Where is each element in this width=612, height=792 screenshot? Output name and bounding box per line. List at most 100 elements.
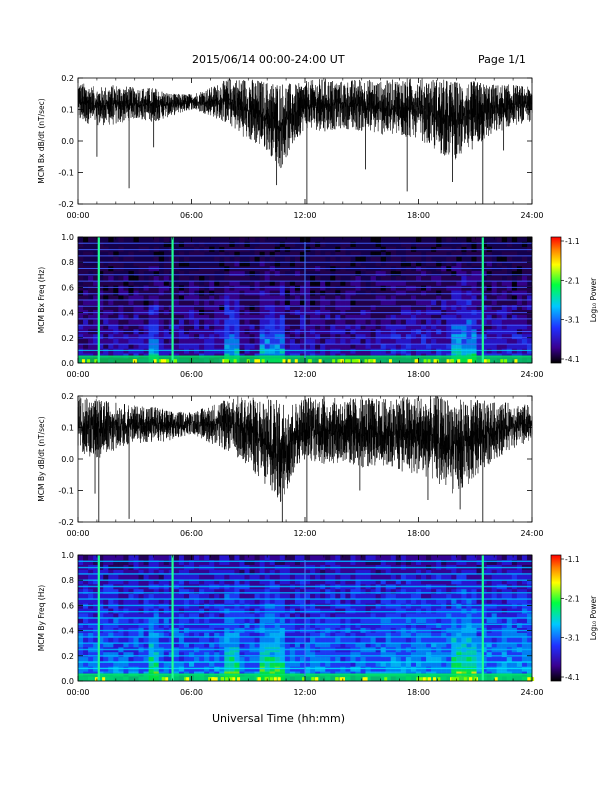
spectrogram-cell [269,270,276,277]
spectrogram-cell [521,304,528,310]
spectrogram-cell [526,555,533,561]
spectrogram-cell [279,574,286,580]
spectrogram-cell [521,280,528,286]
spectrogram-cell [451,656,457,662]
spectrogram-cell [274,642,281,648]
spectrogram-cell [108,319,114,325]
spectrogram-cell [204,343,210,349]
spectrogram-cell [405,338,412,344]
spectrogram-cell [481,637,487,643]
spectrogram-cell [395,261,402,267]
spectrogram-cell [113,343,119,349]
spectrogram-cell [446,285,452,291]
spectrogram-cell [330,651,336,658]
low-frequency-burst [384,677,388,681]
spectrogram-cell [113,632,119,638]
spectrogram-cell [204,270,210,277]
spectrogram-cell [219,574,225,580]
spectrogram-cell [143,588,149,595]
spectrogram-cell [93,285,99,291]
low-frequency-burst [345,359,349,363]
spectrogram-cell [405,280,412,286]
spectrogram-cell [188,300,195,306]
spectrogram-cell [405,319,412,325]
spectrogram-cell [108,324,114,330]
spectrogram-cell [259,618,265,624]
spectrogram-cell [395,569,402,575]
spectrogram-cell [98,574,104,580]
spectrogram-cell [214,622,220,628]
spectrogram-cell [123,275,129,281]
spectrogram-cell [405,261,412,267]
spectrogram-cell [451,613,457,619]
low-frequency-burst [161,677,165,681]
spectrogram-cell [204,622,210,628]
spectrogram-cell [158,280,165,286]
spectrogram-cell [103,632,109,638]
spectrogram-cell [289,319,296,325]
spectrogram-cell [330,608,336,614]
spectrogram-cell [365,314,371,320]
spectrogram-cell [254,285,260,291]
spectrogram-cell [325,608,331,614]
spectrogram-cell [496,304,503,310]
spectrogram-cell [98,270,104,277]
spectrogram-cell [431,295,437,301]
spectrogram-cell [325,304,331,310]
spectrogram-cell [320,241,326,247]
spectrogram-cell [340,579,346,585]
spectrogram-cell [103,651,109,658]
spectrogram-cell [405,593,412,599]
spectrogram-cell [405,613,412,619]
spectrogram-cell [299,588,306,595]
spectrogram-cell [380,618,387,624]
spectrogram-cell [380,656,387,662]
spectrogram-cell [385,579,392,585]
spectrogram-cell [289,261,296,267]
spectrogram-cell [98,280,104,286]
spectrogram-cell [204,559,210,565]
spectrogram-cell [264,569,270,575]
spectrogram-cell [194,348,200,354]
spectrogram-cell [113,324,119,330]
spectrogram-cell [93,280,99,286]
spectrogram-cell [254,256,260,262]
spectrogram-cell [496,261,503,267]
spectrogram-cell [224,348,230,354]
spectrogram-cell [355,588,361,595]
spectrogram-cell [325,642,331,648]
spectrogram-cell [183,261,190,267]
spectrogram-cell [214,613,220,619]
spectrogram-cell [456,574,462,580]
spectrogram-cell [259,333,265,340]
spectrogram-cell [163,338,170,344]
spectrogram-cell [315,559,321,565]
spectrogram-cell [395,632,402,638]
spectrogram-cell [209,343,215,349]
spectrogram-cell [481,324,487,330]
spectrogram-cell [239,285,245,291]
spectrogram-cell [259,290,265,296]
spectrogram-cell [501,314,508,320]
spectrogram-cell [244,613,250,619]
spectrogram-cell [375,333,381,340]
spectrogram-cell [375,314,381,320]
spectrogram-cell [360,651,366,658]
spectrogram-cell [244,574,250,580]
spectrogram-cell [501,642,508,648]
spectrogram-cell [254,304,260,310]
spectrogram-cell [305,300,311,306]
spectrogram-cell [118,588,124,595]
spectrogram-cell [188,661,195,667]
spectrogram-cell [88,637,94,643]
spectrogram-cell [375,559,381,565]
spectrogram-cell [274,348,281,354]
spectrogram-cell [173,555,180,561]
spectrogram-cell [400,637,407,643]
spectrogram-cell [410,632,417,638]
spectrogram-cell [178,593,185,599]
spectrogram-cell [496,338,503,344]
low-frequency-burst [257,677,261,681]
spectrogram-cell [335,290,341,296]
spectrogram-cell [481,559,487,565]
